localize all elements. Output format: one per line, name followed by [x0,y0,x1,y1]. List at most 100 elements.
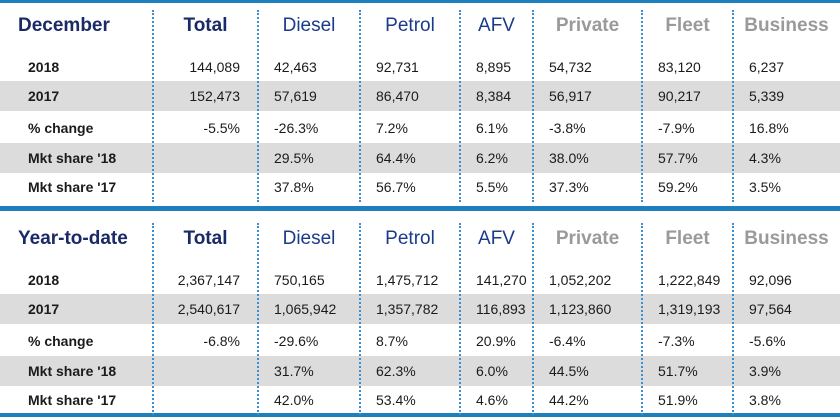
row-label: 2017 [28,88,60,104]
header-afv: AFV [478,228,515,249]
cell-fleet: 1,319,193 [658,301,721,317]
cell-business: 92,096 [749,272,792,288]
cell-private: -3.8% [549,120,586,136]
cell-afv: 8,384 [476,88,512,104]
table-row: Mkt share '17 37.8% 56.7% 5.5% 37.3% 59.2% 3.5… [0,172,840,202]
row-label: 2017 [28,301,60,317]
header-business: Business [744,228,829,249]
cell-total [153,172,258,202]
cell-private: 1,123,860 [549,301,612,317]
column-divider [359,223,361,415]
section-rule [0,206,840,211]
row-label: Mkt share '18 [28,150,117,166]
header-petrol: Petrol [385,15,435,36]
cell-petrol: 53.4% [376,392,416,408]
row-label: Mkt share '18 [28,363,117,379]
cell-fleet: -7.9% [658,120,695,136]
column-divider [732,223,734,415]
table-row: 2018 2,367,147 750,165 1,475,712 141,270 1,05… [0,265,840,295]
column-divider [641,223,643,415]
cell-petrol: 56.7% [376,179,416,195]
cell-business: 6,237 [749,59,785,75]
row-label: % change [28,333,94,349]
cell-afv: 5.5% [476,179,508,195]
table-row: 2018 144,089 42,463 92,731 8,895 54,732 83,120… [0,52,840,82]
cell-private: -6.4% [549,333,586,349]
cell-private: 1,052,202 [549,272,612,288]
cell-afv: 20.9% [476,333,516,349]
column-divider [532,223,534,415]
column-divider [459,223,461,415]
table-row: Mkt share '17 42.0% 53.4% 4.6% 44.2% 51.9% 3.8… [0,385,840,415]
cell-afv: 6.2% [476,150,508,166]
cell-private: 37.3% [549,179,589,195]
column-divider [257,223,259,415]
cell-total: 2,540,617 [177,301,240,317]
cell-business: 97,564 [749,301,792,317]
row-label: 2018 [28,272,60,288]
cell-total: 2,367,147 [177,272,240,288]
year-to-date-section: Year-to-date Total Diesel Petrol AFV Private F… [0,213,840,419]
cell-diesel: -29.6% [274,333,319,349]
cell-diesel: 750,165 [274,272,325,288]
table-row: 2017 2,540,617 1,065,942 1,357,782 116,893 1,… [0,294,840,324]
cell-afv: 141,270 [476,272,527,288]
december-section: December Total Diesel Petrol AFV Private Fleet… [0,0,840,206]
row-label: % change [28,120,94,136]
row-label: 2018 [28,59,60,75]
header-total: Total [183,228,228,249]
header-row: Year-to-date Total Diesel Petrol AFV Private F… [0,217,840,261]
table-row: Mkt share '18 29.5% 64.4% 6.2% 38.0% 57.7% 4.3… [0,143,840,173]
cell-business: 3.9% [749,363,781,379]
cell-business: -5.6% [749,333,786,349]
cell-business: 3.5% [749,179,781,195]
column-divider [152,10,154,202]
cell-diesel: 1,065,942 [274,301,337,317]
cell-afv: 6.1% [476,120,508,136]
table-row: Mkt share '18 31.7% 62.3% 6.0% 44.5% 51.7% 3.9… [0,356,840,386]
header-private: Private [555,15,620,36]
cell-total: 152,473 [189,88,240,104]
column-divider [459,10,461,202]
cell-diesel: 57,619 [274,88,317,104]
header-petrol: Petrol [385,228,435,249]
column-divider [257,10,259,202]
cell-fleet: 51.7% [658,363,698,379]
cell-petrol: 62.3% [376,363,416,379]
header-business: Business [744,15,829,36]
cell-diesel: 42,463 [274,59,317,75]
cell-business: 4.3% [749,150,781,166]
cell-business: 5,339 [749,88,785,104]
header-diesel: Diesel [282,228,336,249]
column-divider [641,10,643,202]
cell-total [153,356,258,386]
cell-petrol: 1,357,782 [376,301,439,317]
cell-fleet: 57.7% [658,150,698,166]
cell-afv: 4.6% [476,392,508,408]
cell-diesel: 37.8% [274,179,314,195]
header-label: Year-to-date [18,228,128,249]
cell-private: 44.5% [549,363,589,379]
cell-business: 16.8% [749,120,789,136]
cell-petrol: 86,470 [376,88,419,104]
header-afv: AFV [478,15,515,36]
column-divider [152,223,154,415]
cell-fleet: 51.9% [658,392,698,408]
row-label: Mkt share '17 [28,179,117,195]
cell-afv: 8,895 [476,59,512,75]
cell-fleet: 1,222,849 [658,272,721,288]
row-label: Mkt share '17 [28,392,117,408]
cell-fleet: 90,217 [658,88,701,104]
cell-private: 56,917 [549,88,592,104]
header-fleet: Fleet [665,228,710,249]
cell-private: 44.2% [549,392,589,408]
column-divider [359,10,361,202]
cell-total: -5.5% [203,120,240,136]
cell-petrol: 8.7% [376,333,408,349]
cell-diesel: 31.7% [274,363,314,379]
table-row: % change -5.5% -26.3% 7.2% 6.1% -3.8% -7.9% 16.… [0,113,840,143]
section-rule [0,0,840,3]
cell-private: 54,732 [549,59,592,75]
cell-diesel: 42.0% [274,392,314,408]
